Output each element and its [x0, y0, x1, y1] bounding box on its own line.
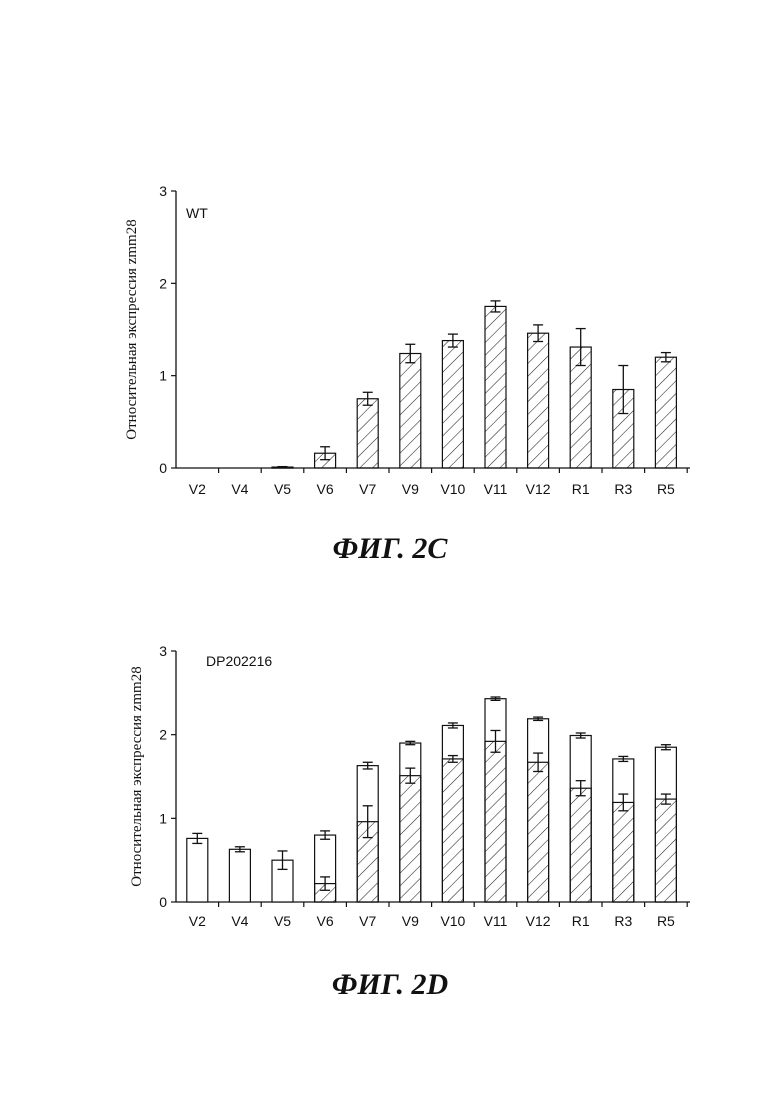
y-axis-title: Относительная экспрессия zmm28: [129, 666, 145, 886]
series-label: WT: [186, 205, 208, 221]
hatched-bar-v11: [485, 741, 506, 902]
x-tick-label: R1: [572, 913, 590, 929]
open-bar-v4: [229, 849, 250, 902]
x-tick-label: V11: [484, 481, 508, 497]
hatched-bar-v10: [442, 341, 463, 468]
x-tick-label: V7: [359, 481, 376, 497]
hatched-bar-v10: [442, 759, 463, 902]
chart-2d: 0 1 2 3 V2 V4 V5 V6 V7 V9 V10 V11 V12 R1 R3 R5 DP202216 О…: [129, 643, 690, 929]
x-tick-label: R5: [657, 481, 675, 497]
x-tick-label: V4: [231, 481, 248, 497]
y-tick-label: 0: [159, 894, 167, 910]
hatched-bar-v7: [357, 399, 378, 468]
x-tick-label: R3: [614, 481, 632, 497]
chart-2c: 0 1 2 3 V2 V4 V5 V6 V7 V9 V10 V11 V12 R1 R3 R5 WT Относит…: [124, 183, 690, 497]
x-tick-label: V10: [440, 481, 465, 497]
x-tick-label: V2: [189, 481, 206, 497]
hatched-bar-v12: [528, 762, 549, 902]
x-tick-label: R5: [657, 913, 675, 929]
x-tick-label: V7: [359, 913, 376, 929]
figure-caption-2c: ФИГ. 2С: [0, 532, 780, 566]
hatched-bar-r5: [655, 799, 676, 902]
hatched-bar-v9: [400, 776, 421, 902]
y-axis-title: Относительная экспрессия zmm28: [124, 219, 140, 439]
x-tick-label: V6: [317, 481, 334, 497]
y-tick-label: 2: [159, 275, 167, 291]
hatched-bar-v9: [400, 354, 421, 468]
hatched-bar-v12: [528, 333, 549, 468]
x-tick-label: V6: [317, 913, 334, 929]
y-tick-label: 0: [159, 460, 167, 476]
x-tick-label: V5: [274, 913, 291, 929]
x-tick-label: V10: [440, 913, 465, 929]
series-label: DP202216: [206, 653, 272, 669]
x-tick-label: R3: [614, 913, 632, 929]
x-tick-label: V2: [189, 913, 206, 929]
y-tick-label: 1: [159, 810, 167, 826]
x-tick-label: V12: [526, 913, 551, 929]
hatched-bar-v11: [485, 306, 506, 468]
y-tick-label: 3: [159, 183, 167, 199]
hatched-bar-r3: [613, 802, 634, 902]
y-tick-label: 3: [159, 643, 167, 659]
x-tick-label: V9: [402, 913, 419, 929]
figure-caption-2d: ФИГ. 2D: [0, 968, 780, 1002]
x-tick-label: V12: [526, 481, 551, 497]
x-tick-label: V11: [484, 913, 508, 929]
open-bar-v2: [187, 838, 208, 902]
hatched-bar-r5: [655, 357, 676, 468]
y-tick-label: 2: [159, 727, 167, 743]
x-tick-label: V5: [274, 481, 291, 497]
x-tick-label: R1: [572, 481, 590, 497]
x-tick-label: V9: [402, 481, 419, 497]
hatched-bar-r1: [570, 788, 591, 902]
y-tick-label: 1: [159, 368, 167, 384]
x-tick-label: V4: [231, 913, 248, 929]
